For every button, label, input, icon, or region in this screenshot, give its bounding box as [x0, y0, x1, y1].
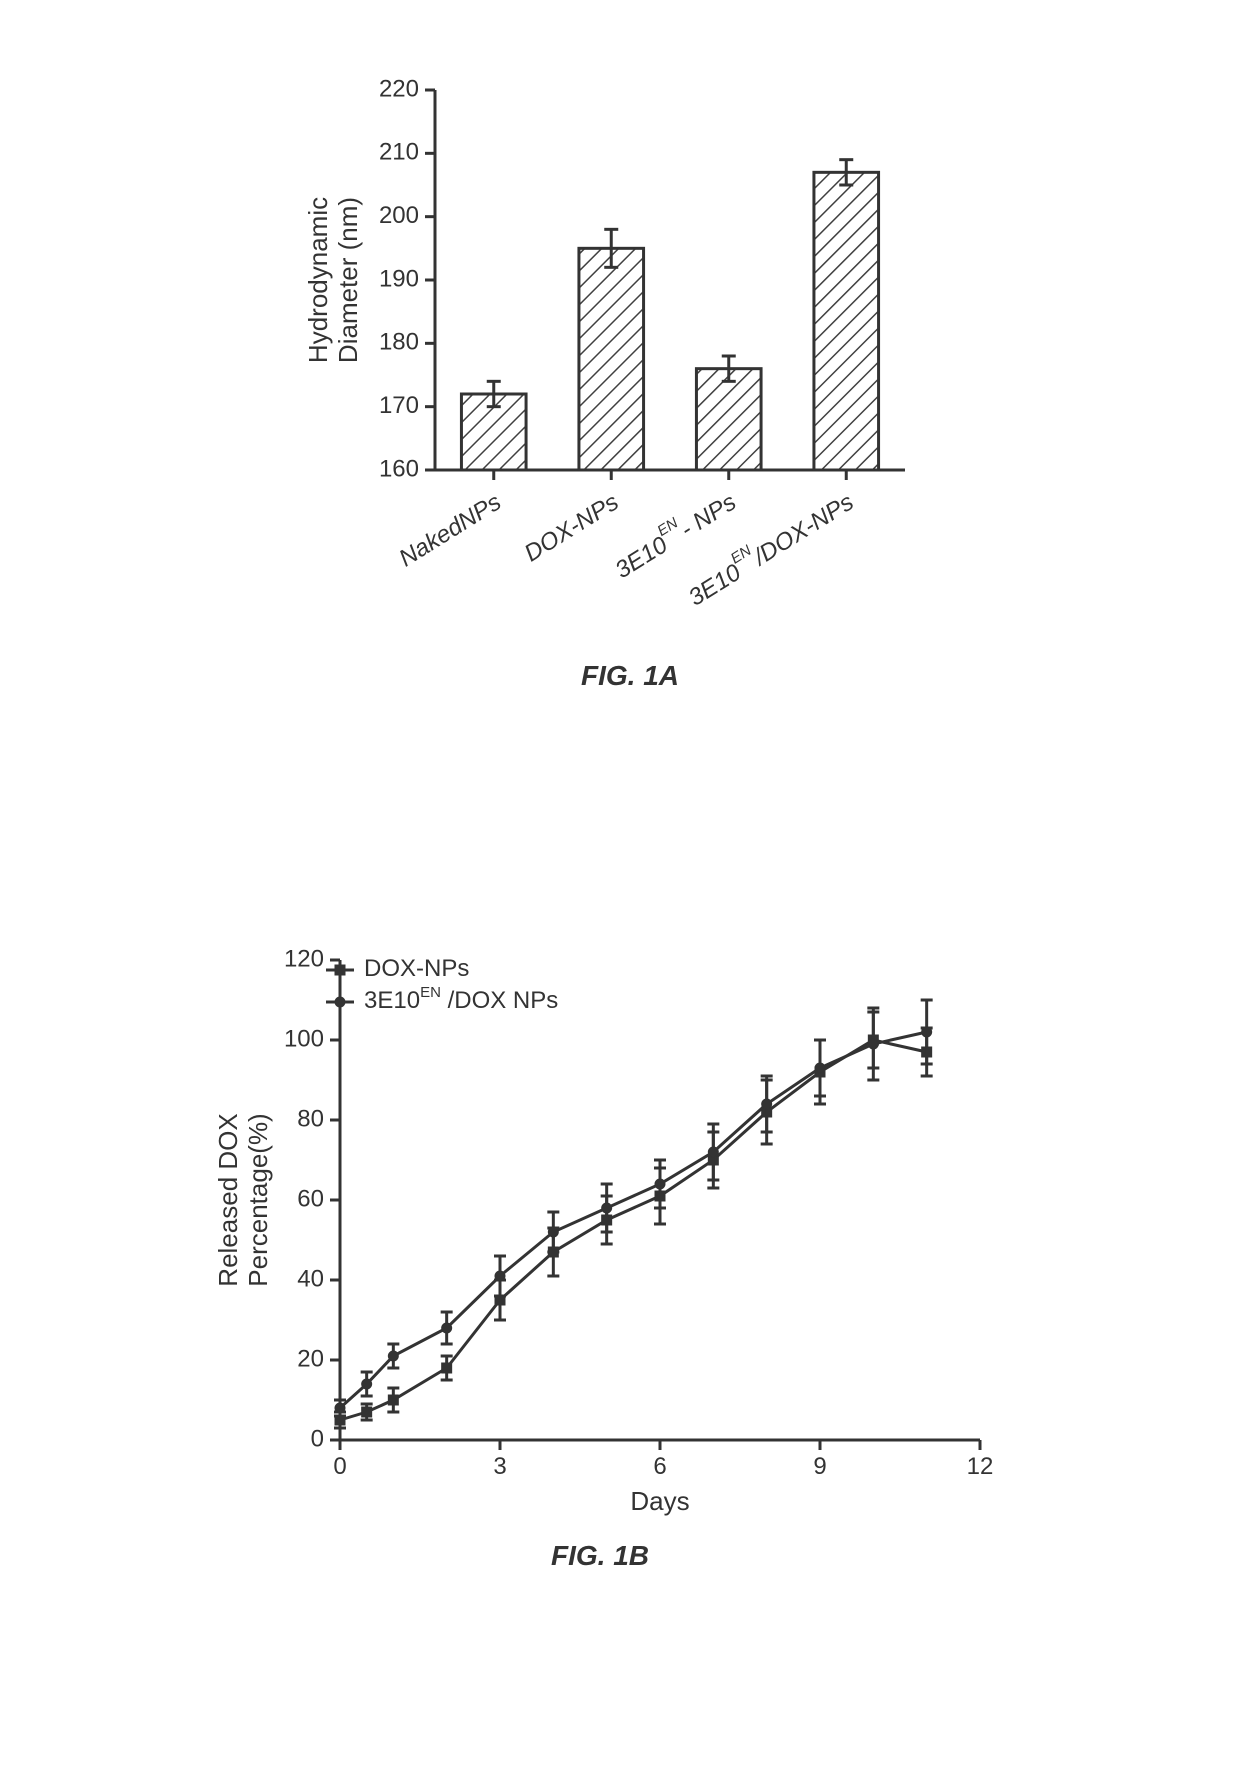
- figure-1b-caption: FIG. 1B: [170, 1540, 1030, 1572]
- svg-text:210: 210: [379, 139, 419, 166]
- page: 160170180190200210220HydrodynamicDiamete…: [0, 0, 1240, 1766]
- svg-text:DOX-NPs: DOX-NPs: [364, 955, 469, 982]
- svg-text:100: 100: [284, 1025, 324, 1052]
- svg-text:DOX-NPs: DOX-NPs: [520, 488, 624, 567]
- figure-1a: 160 170 180 190 200 210 220 HydrodynamicDiamete…: [280, 60, 980, 700]
- svg-text:0: 0: [311, 1425, 324, 1452]
- svg-text:220: 220: [379, 75, 419, 102]
- svg-text:120: 120: [284, 945, 324, 972]
- svg-text:Days: Days: [630, 1486, 689, 1516]
- svg-text:60: 60: [297, 1185, 324, 1212]
- svg-text:0: 0: [333, 1453, 346, 1480]
- svg-text:200: 200: [379, 202, 419, 229]
- figure-1b-chart: 020406080100120Released DOXPercentage(%)…: [170, 920, 1030, 1640]
- svg-text:6: 6: [653, 1453, 666, 1480]
- svg-text:190: 190: [379, 265, 419, 292]
- svg-text:180: 180: [379, 329, 419, 356]
- svg-text:3E10EN /DOX NPs: 3E10EN /DOX NPs: [364, 984, 558, 1014]
- svg-text:9: 9: [813, 1453, 826, 1480]
- figure-1a-caption: FIG. 1A: [280, 660, 980, 692]
- svg-text:170: 170: [379, 392, 419, 419]
- figure-1b: 020406080100120Released DOXPercentage(%)…: [170, 920, 1030, 1640]
- svg-text:20: 20: [297, 1345, 324, 1372]
- svg-text:Released DOX: Released DOX: [213, 1113, 243, 1286]
- svg-text:40: 40: [297, 1265, 324, 1292]
- svg-text:160: 160: [379, 455, 419, 482]
- svg-text:NakedNPs: NakedNPs: [394, 488, 506, 572]
- svg-text:Hydrodynamic: Hydrodynamic: [303, 197, 333, 363]
- svg-text:12: 12: [967, 1453, 994, 1480]
- figure-1a-chart: 160 170 180 190 200 210 220 HydrodynamicDiamete…: [280, 60, 980, 700]
- svg-text:Percentage(%): Percentage(%): [243, 1113, 273, 1286]
- svg-text:3: 3: [493, 1453, 506, 1480]
- svg-text:80: 80: [297, 1105, 324, 1132]
- svg-text:Diameter (nm): Diameter (nm): [333, 197, 363, 363]
